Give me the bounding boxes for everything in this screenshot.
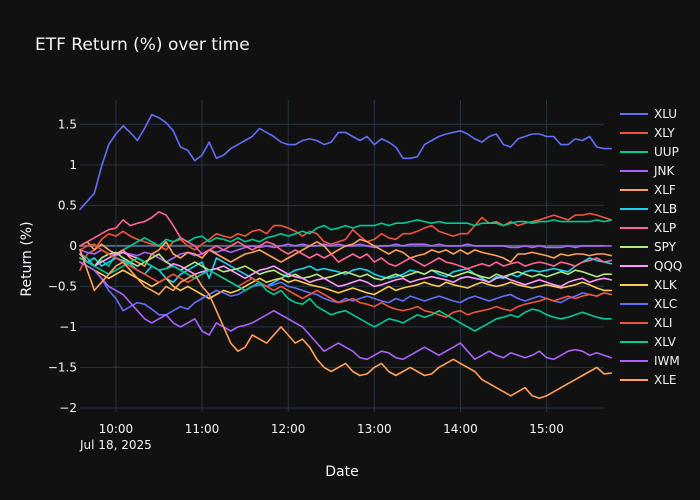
- series-line-xlc: [79, 261, 613, 316]
- series-lines: [79, 113, 613, 400]
- y-tick-label: −1.5: [48, 360, 77, 374]
- x-tick-label: 10:00: [99, 422, 134, 436]
- legend-item-uup[interactable]: UUP: [620, 145, 679, 159]
- series-line-xlu: [79, 113, 613, 211]
- legend[interactable]: XLU XLY UUP JNK XLF XLB XLP SPY QQQ XLK XLC XLI XLV I…: [620, 107, 682, 387]
- series-line-xlf: [79, 238, 613, 267]
- y-tick-label: −2: [59, 401, 77, 415]
- legend-item-iwm[interactable]: IWM: [620, 354, 680, 368]
- legend-item-jnk[interactable]: JNK: [620, 164, 676, 178]
- series-line-spy: [79, 251, 613, 281]
- legend-label: XLC: [654, 297, 677, 311]
- legend-item-qqq[interactable]: QQQ: [620, 259, 682, 273]
- legend-item-xlc[interactable]: XLC: [620, 297, 677, 311]
- legend-label: XLF: [654, 183, 676, 197]
- x-tick-labels: 10:00 Jul 18, 2025 11:00 12:00 13:00 14:00 15:…: [79, 422, 564, 452]
- legend-item-xlf[interactable]: XLF: [620, 183, 676, 197]
- legend-item-xlv[interactable]: XLV: [620, 335, 677, 349]
- x-tick-date-label: Jul 18, 2025: [79, 438, 152, 452]
- series-line-xle: [79, 249, 613, 400]
- x-tick-label: 15:00: [529, 422, 564, 436]
- series-line-xlv: [79, 257, 613, 332]
- legend-label: XLB: [654, 202, 677, 216]
- legend-item-xlk[interactable]: XLK: [620, 278, 678, 292]
- legend-item-xly[interactable]: XLY: [620, 126, 675, 140]
- y-tick-label: 1: [69, 158, 77, 172]
- x-tick-label: 13:00: [357, 422, 392, 436]
- legend-item-xlb[interactable]: XLB: [620, 202, 677, 216]
- legend-label: UUP: [654, 145, 679, 159]
- legend-label: XLK: [654, 278, 678, 292]
- y-tick-label: −0.5: [48, 279, 77, 293]
- x-tick-label: 12:00: [271, 422, 306, 436]
- legend-label: XLI: [654, 316, 672, 330]
- x-tick-label: 14:00: [443, 422, 478, 436]
- legend-label: JNK: [653, 164, 676, 178]
- y-tick-label: −1: [59, 320, 77, 334]
- legend-label: XLV: [654, 335, 677, 349]
- legend-item-xlp[interactable]: XLP: [620, 221, 676, 235]
- y-tick-label: 0.5: [58, 198, 77, 212]
- y-axis-label: Return (%): [19, 221, 35, 296]
- legend-label: XLE: [654, 373, 677, 387]
- series-line-uup: [79, 219, 613, 267]
- legend-item-xlu[interactable]: XLU: [620, 107, 677, 121]
- legend-label: XLY: [654, 126, 675, 140]
- x-tick-label: 11:00: [185, 422, 220, 436]
- legend-item-xle[interactable]: XLE: [620, 373, 677, 387]
- legend-label: QQQ: [654, 259, 682, 273]
- chart-title: ETF Return (%) over time: [35, 35, 250, 55]
- series-line-xli: [79, 243, 613, 319]
- legend-item-xli[interactable]: XLI: [620, 316, 672, 330]
- series-line-xlp: [79, 211, 613, 270]
- series-line-iwm: [79, 261, 613, 361]
- legend-label: SPY: [654, 240, 677, 254]
- legend-item-spy[interactable]: SPY: [620, 240, 677, 254]
- series-line-xlk: [79, 261, 613, 300]
- legend-label: XLU: [654, 107, 677, 121]
- y-tick-label: 1.5: [58, 117, 77, 131]
- y-tick-label: 0: [69, 239, 77, 253]
- legend-label: XLP: [654, 221, 676, 235]
- x-axis-label: Date: [325, 464, 358, 480]
- legend-label: IWM: [654, 354, 680, 368]
- y-tick-labels: 1.5 1 0.5 0 −0.5 −1 −1.5 −2: [48, 117, 77, 415]
